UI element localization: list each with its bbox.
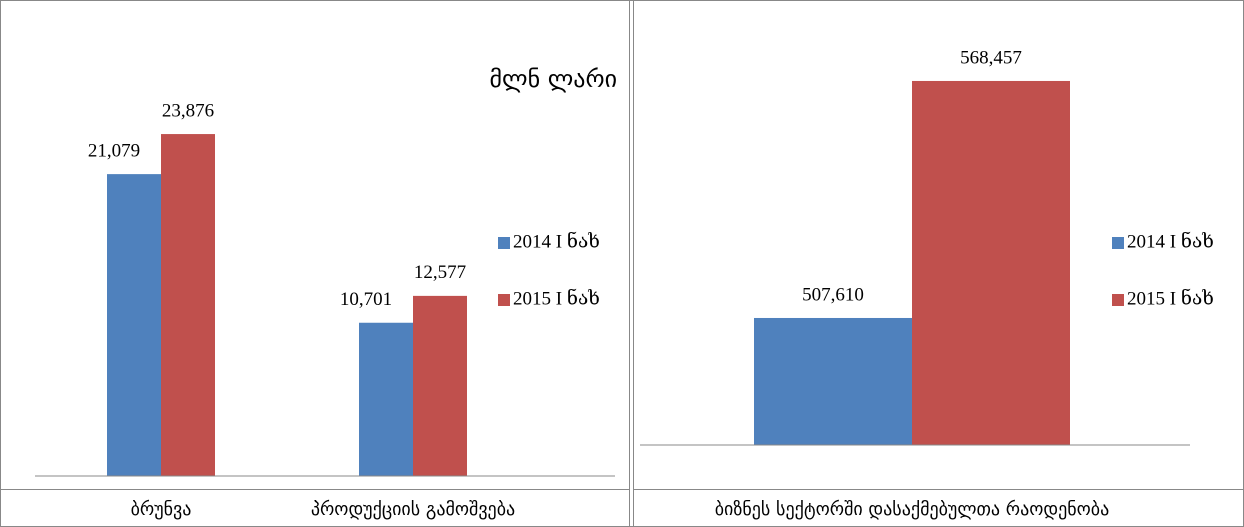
bar [359,322,413,476]
legend-label: 2015 I ნახ [1127,287,1214,309]
value-label: 23,876 [162,100,214,121]
x-tick-label: პროდუქციის გამოშვება [311,499,515,520]
value-label: 568,457 [960,47,1022,68]
x-tick-label: ბრუნვა [131,499,192,520]
legend-swatch [498,237,510,249]
value-label: 10,701 [340,289,392,310]
bar [754,317,912,445]
unit-annotation: მლნ ლარი [489,65,617,93]
legend-label: 2015 I ნახ [513,287,600,309]
value-label: 12,577 [414,262,466,283]
bar [413,295,467,476]
legend-swatch [1112,294,1124,306]
bar [107,174,161,477]
legend-swatch [1112,237,1124,249]
legend-label: 2014 I ნახ [513,230,600,252]
value-label: 507,610 [802,284,864,305]
legend-label: 2014 I ნახ [1127,230,1214,252]
bar [912,80,1070,445]
bar [161,134,215,476]
value-label: 21,079 [88,140,140,161]
legend-swatch [498,294,510,306]
x-tick-label: ბიზნეს სექტორში დასაქმებულთა რაოდენობა [715,499,1110,520]
